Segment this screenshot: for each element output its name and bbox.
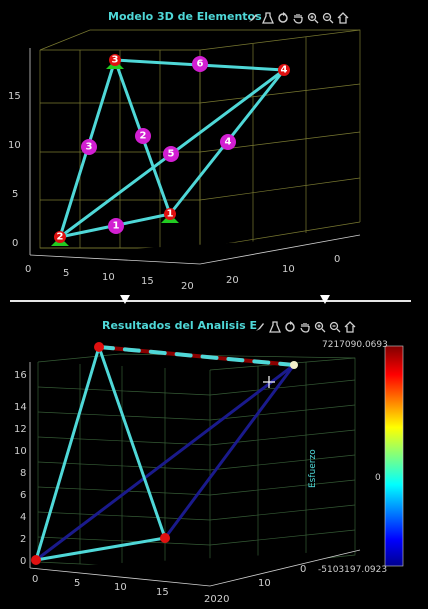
element-label: 1 [113,221,120,232]
node-marker [290,361,298,369]
home-icon[interactable] [336,11,349,24]
element-labels: 1 2 3 4 5 6 [81,56,236,234]
result-nodes [31,342,298,565]
bottom-z-tick: 6 [20,490,26,501]
bottom-y-tick: 0 [300,564,306,575]
bottom-x-tick: 0 [32,574,38,585]
node-marker [278,64,290,76]
results-plot[interactable]: 0 2 4 6 8 10 12 14 16 0 5 10 15 2020 0 1… [0,310,428,609]
bottom-z-tick: 14 [14,402,27,413]
element-label-bg [163,146,179,162]
bottom-axis-lines [29,362,361,587]
left-slider-track [10,300,268,302]
element-label-bg [108,218,124,234]
node-marker [164,208,176,220]
top-x-tick: 0 [25,264,31,275]
results-panel: Resultados del Analisis E 0 2 4 6 [0,310,428,609]
element-label: 2 [140,131,147,142]
element-label-bg [81,139,97,155]
tension-element-dash [97,345,296,367]
bottom-x-tick: 10 [114,582,127,593]
compression-element [163,363,296,540]
pan-hand-icon[interactable] [291,11,304,24]
flask-icon[interactable] [268,320,281,333]
top-x-tick: 15 [141,276,154,287]
bottom-x-tick: 5 [74,578,80,589]
node-label: 3 [112,55,119,66]
pan-hand-icon[interactable] [298,320,311,333]
model-3d-plot[interactable]: 0 5 10 15 0 5 10 15 20 0 10 20 [0,0,428,295]
model-3d-title: Modelo 3D de Elementos [108,10,262,23]
model-3d-panel: Modelo 3D de Elementos 0 5 10 15 [0,0,428,295]
rotate-icon[interactable] [276,11,289,24]
top-axis-lines [29,48,361,265]
colorbar-max-label: 7217090.0693 [322,340,388,350]
colorbar [384,345,404,567]
element-label: 3 [86,142,93,153]
zoom-out-icon[interactable] [321,11,334,24]
left-slider[interactable] [10,295,268,307]
result-elements [34,345,296,562]
top-z-tick: 5 [12,189,18,200]
top-toolbar [246,11,349,24]
flask-icon[interactable] [261,11,274,24]
node-marker [54,231,66,243]
crosshair-cursor [263,376,275,388]
bottom-z-tick: 2 [20,534,26,545]
node-label: 2 [57,232,64,243]
bottom-z-tick: 4 [20,512,26,523]
element-label-bg [192,56,208,72]
bottom-z-tick: 0 [20,556,26,567]
left-slider-thumb[interactable] [120,295,130,304]
top-z-tick: 10 [8,140,21,151]
rotate-icon[interactable] [283,320,296,333]
bottom-z-tick: 12 [14,424,27,435]
compression-element [34,363,296,562]
element-line [34,536,167,562]
top-y-tick: 10 [282,264,295,275]
nodes: 1 2 3 4 [54,54,290,243]
node-marker [109,54,121,66]
node-label: 1 [167,209,174,220]
element-line [97,345,167,540]
node-label: 4 [281,65,288,76]
bottom-z-tick: 16 [14,370,27,381]
top-y-tick: 20 [226,275,239,286]
zoom-in-icon[interactable] [313,320,326,333]
top-x-tick: 20 [181,281,194,292]
bottom-y-tick: 10 [258,578,271,589]
node-marker [31,555,41,565]
element-label-bg [135,128,151,144]
colorbar-mid-label: 0 [375,473,381,483]
brush-icon[interactable] [246,11,259,24]
brush-icon[interactable] [253,320,266,333]
stress-axis-label: Esfuerzo [308,449,318,488]
top-z-tick: 0 [12,238,18,249]
bottom-z-tick: 8 [20,468,26,479]
bottom-z-tick: 10 [14,446,27,457]
element-label-bg [220,134,236,150]
bottom-x-tick: 2020 [204,594,229,605]
results-title: Resultados del Analisis E [102,319,258,332]
home-icon[interactable] [343,320,356,333]
colorbar-min-label: -5103197.0923 [318,565,387,575]
bottom-x-tick: 15 [156,587,169,598]
top-z-tick: 15 [8,91,21,102]
node-marker [160,533,170,543]
top-y-tick: 0 [334,254,340,265]
bottom-toolbar [253,320,356,333]
right-slider[interactable] [235,295,411,307]
zoom-in-icon[interactable] [306,11,319,24]
top-x-tick: 5 [63,268,69,279]
element-line [34,345,101,562]
top-x-tick: 10 [102,272,115,283]
element-label: 4 [225,137,232,148]
node-marker [94,342,104,352]
right-slider-thumb[interactable] [320,295,330,304]
zoom-out-icon[interactable] [328,320,341,333]
element-label: 6 [197,59,204,70]
element-label: 5 [168,149,175,160]
top-axes-grid [39,29,361,249]
